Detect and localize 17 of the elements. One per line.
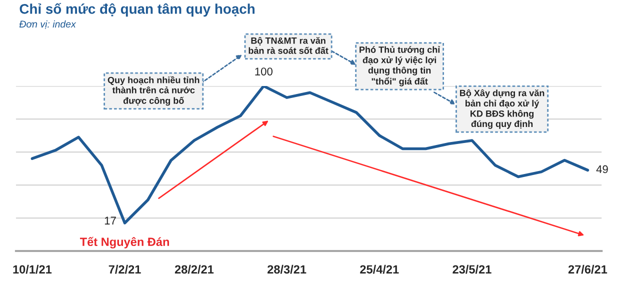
- x-tick-label: 27/6/21: [568, 264, 608, 274]
- x-tick-label: 7/2/21: [108, 264, 141, 274]
- data-label: 17: [104, 216, 116, 224]
- x-tick-label: 28/3/21: [268, 264, 306, 274]
- x-tick-label: 28/2/21: [174, 264, 214, 274]
- chart-subtitle: Đơn vị: index: [19, 20, 76, 29]
- data-label: 49: [596, 165, 608, 174]
- annotation: Phó Thủ tướng chỉ đạo xử lý việc lợi dụng thông tin "thổi" giá đất: [360, 46, 440, 86]
- x-tick-label: 10/1/21: [13, 264, 52, 274]
- annotation: Quy hoạch nhiều tỉnh thành trên cả nước được công bố: [108, 76, 200, 106]
- x-tick-label: 23/5/21: [452, 264, 492, 274]
- text: Bộ TN&MT ra văn bản rà soát sốt đất: [248, 36, 328, 54]
- annotation: Bộ Xây dựng ra văn bản chỉ đạo xử lý KD BĐS không đúng quy định: [460, 89, 544, 129]
- x-tick-label: 25/4/21: [360, 264, 399, 274]
- chart-title: Chỉ số mức độ quan tâm quy hoạch: [20, 3, 254, 17]
- data-label: 100: [255, 68, 272, 76]
- annotation: Tết Nguyên Đán: [80, 236, 169, 248]
